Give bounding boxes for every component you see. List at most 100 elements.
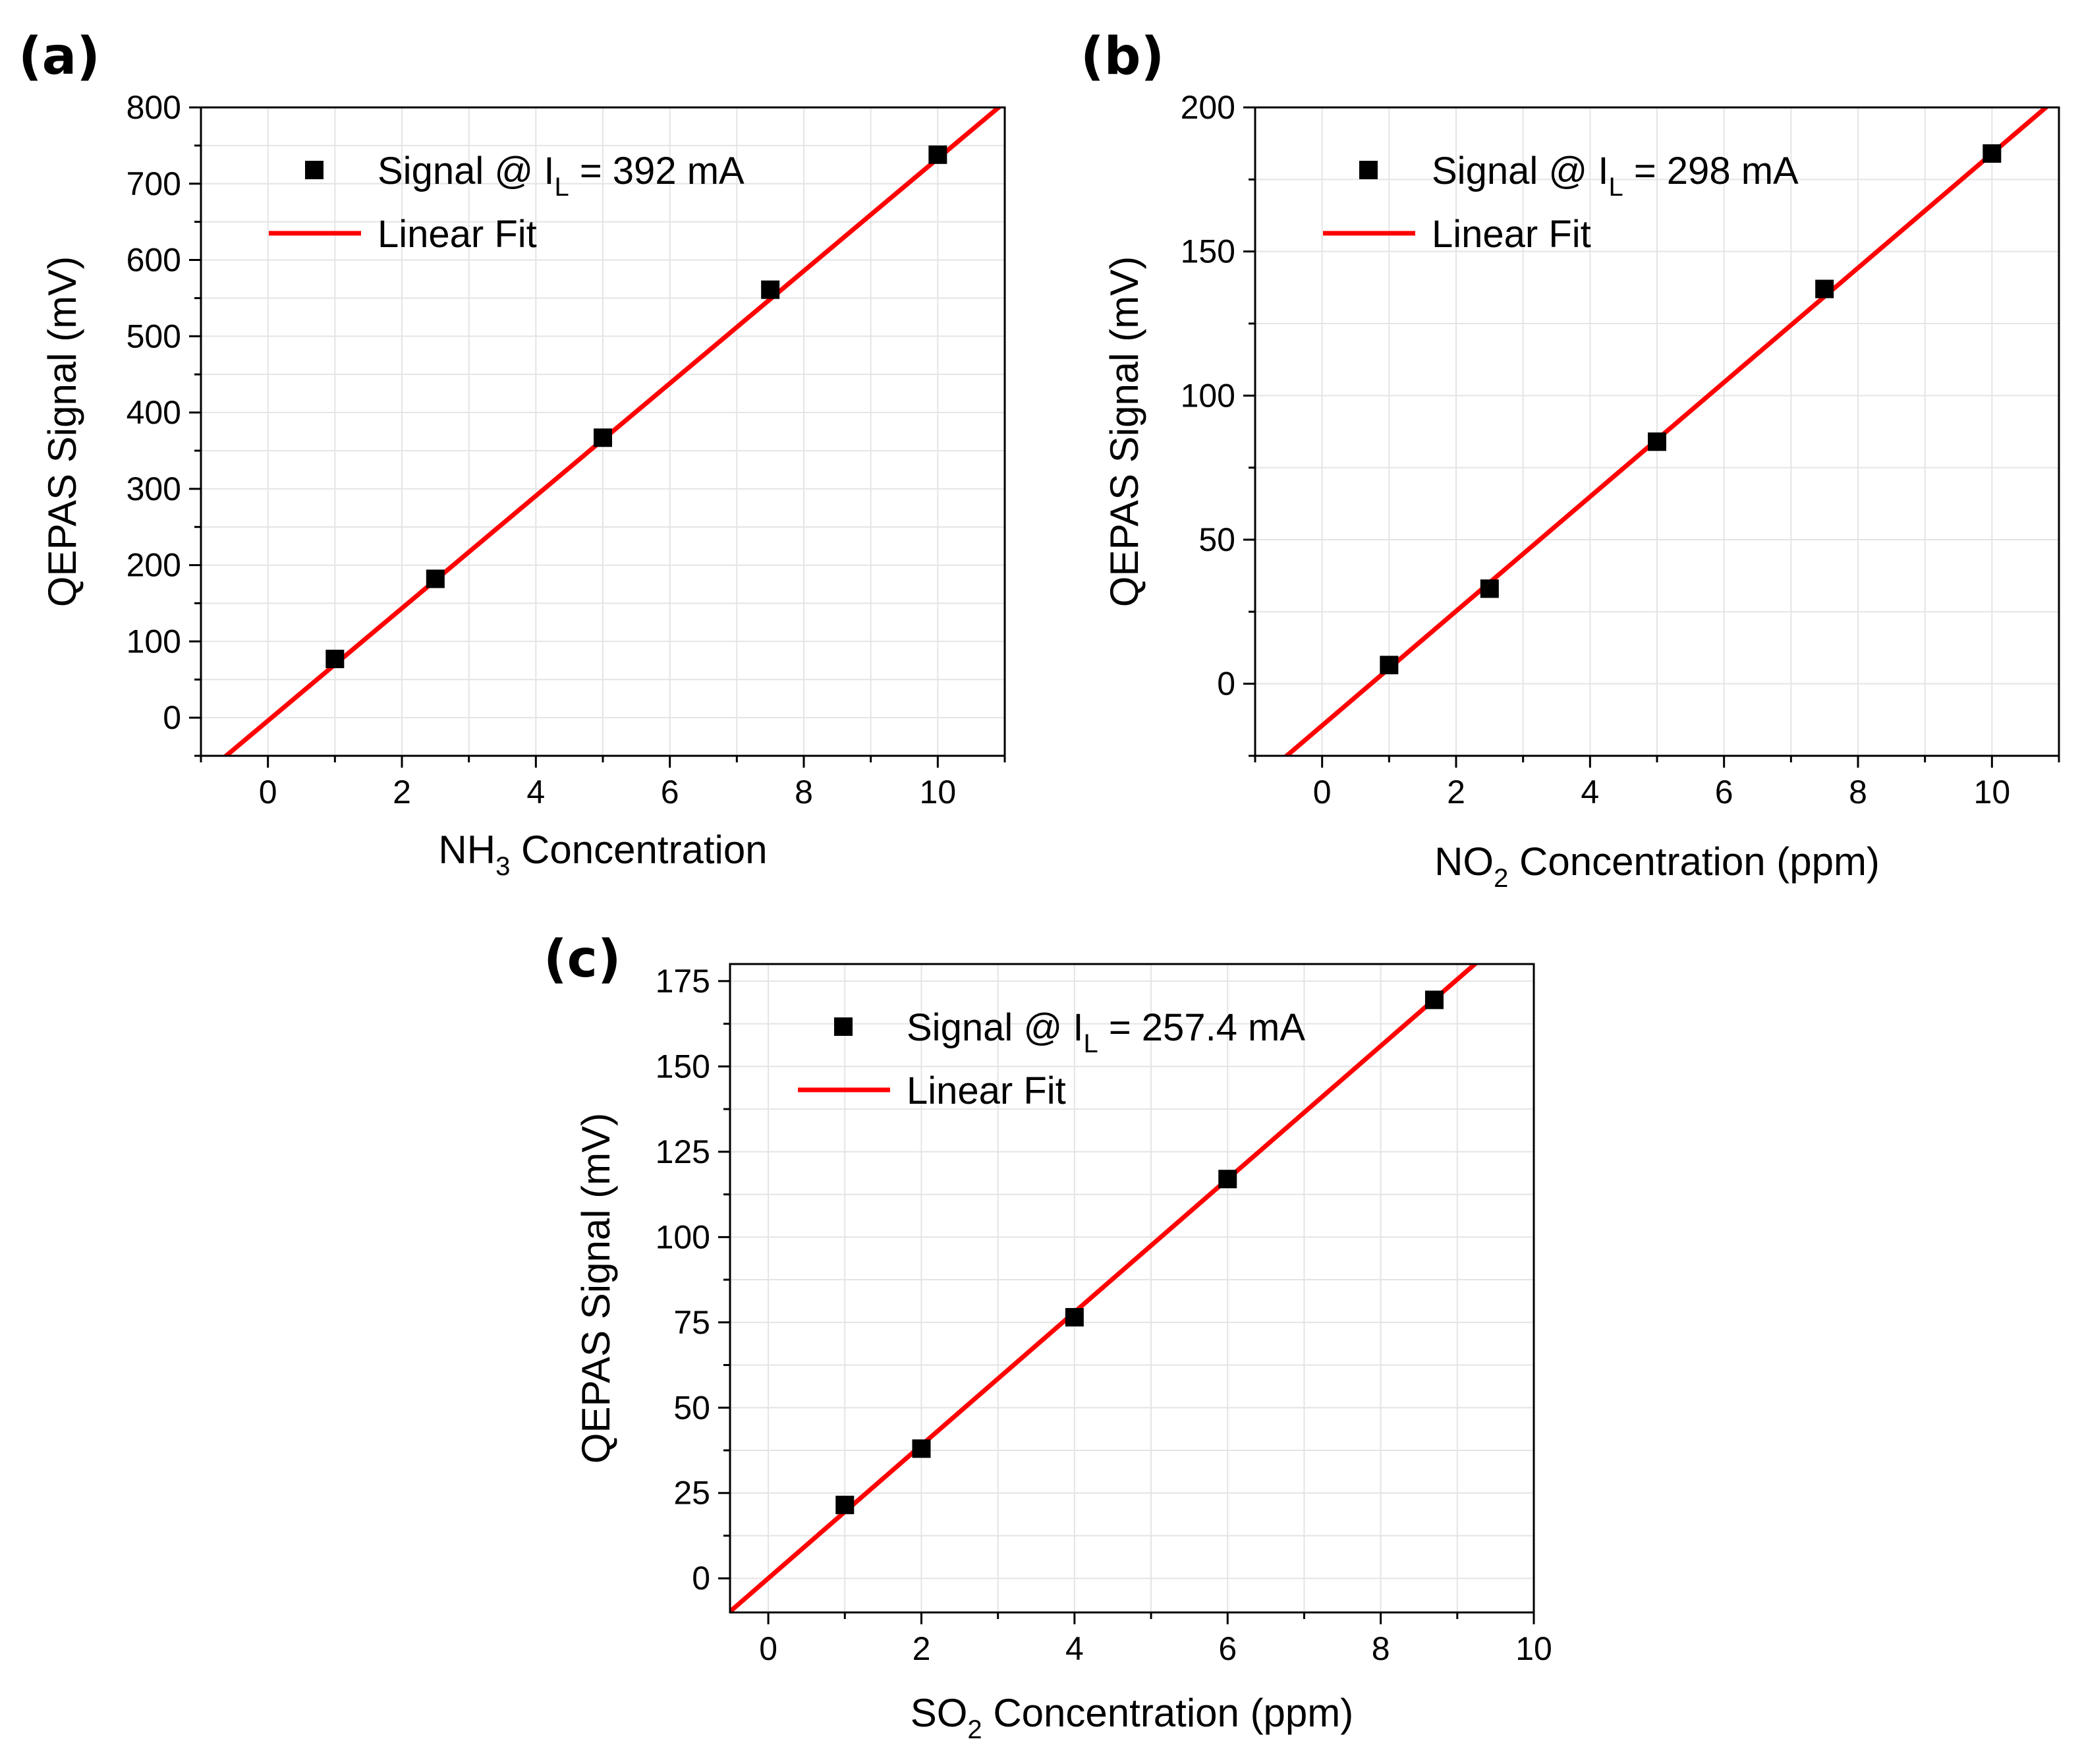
axis-ticks — [189, 106, 1006, 768]
linear-fit-line — [730, 964, 1478, 1612]
y-axis-title: QEPAS Signal (mV) — [1102, 256, 1146, 607]
panel-label: (c) — [544, 930, 621, 989]
data-point — [835, 1495, 855, 1514]
x-tick-label: 10 — [1515, 1630, 1552, 1667]
y-tick-label: 125 — [656, 1133, 710, 1170]
data-point — [1065, 1308, 1084, 1327]
data-point — [1815, 279, 1834, 299]
data-point — [1380, 656, 1399, 675]
plot-frame — [729, 963, 1535, 1614]
y-tick-label: 100 — [1181, 377, 1235, 414]
y-tick-label: 100 — [127, 623, 181, 660]
x-tick-label: 8 — [795, 774, 813, 811]
legend-label: Signal @ IL = 257.4 mA — [907, 1006, 1305, 1058]
plot-frame — [200, 106, 1006, 757]
legend-label-sub: L — [554, 173, 569, 202]
x-axis-title-rest: Concentration — [510, 828, 767, 872]
legend-label-rest: = 298 mA — [1623, 150, 1799, 192]
data-point — [594, 428, 612, 447]
legend-marker-square — [1359, 161, 1378, 179]
x-axis-title-sub: 3 — [495, 852, 510, 881]
x-axis-title-main: SO — [911, 1691, 968, 1735]
x-tick-label: 6 — [1218, 1630, 1237, 1667]
legend-label-main: Linear Fit — [378, 213, 537, 256]
panel-label: (a) — [18, 27, 100, 86]
data-points — [1380, 144, 2002, 675]
x-axis-title-sub: 2 — [967, 1715, 982, 1744]
legend-label-main: Linear Fit — [907, 1069, 1066, 1112]
legend-label: Signal @ IL = 298 mA — [1432, 150, 1799, 202]
y-tick-label: 75 — [673, 1304, 710, 1341]
legend-label-main: Signal @ I — [378, 150, 554, 192]
y-tick-label: 200 — [1181, 89, 1235, 126]
legend-label: Linear Fit — [1432, 213, 1591, 256]
x-tick-label: 8 — [1372, 1630, 1390, 1667]
grid — [730, 964, 1534, 1612]
legend-label-sub: L — [1083, 1029, 1098, 1058]
y-tick-label: 0 — [163, 699, 181, 736]
data-point — [426, 569, 445, 588]
y-tick-label: 200 — [127, 547, 181, 584]
y-axis-title: QEPAS Signal (mV) — [574, 1113, 618, 1464]
legend: Signal @ IL = 257.4 mA Linear Fit — [798, 1006, 1305, 1112]
x-tick-label: 0 — [759, 1630, 777, 1667]
x-tick-label: 10 — [1974, 774, 2011, 811]
legend-label-rest: = 257.4 mA — [1098, 1006, 1306, 1049]
x-tick-label: 2 — [913, 1630, 931, 1667]
data-points — [325, 145, 947, 668]
x-tick-label: 6 — [661, 774, 679, 811]
legend-label: Linear Fit — [378, 213, 537, 256]
x-axis-title-rest: Concentration (ppm) — [1508, 839, 1880, 884]
panel-label: (b) — [1081, 27, 1164, 86]
data-point — [1218, 1170, 1237, 1189]
y-tick-label: 25 — [673, 1475, 710, 1512]
y-tick-label: 500 — [127, 318, 181, 355]
x-axis-title: NH3 Concentration — [438, 828, 767, 881]
x-axis-title: SO2 Concentration (ppm) — [911, 1691, 1354, 1744]
x-tick-label: 2 — [1447, 774, 1465, 811]
y-tick-label: 150 — [1181, 233, 1235, 270]
data-point — [1983, 144, 2002, 163]
x-tick-label: 2 — [393, 774, 411, 811]
y-tick-label: 400 — [127, 394, 181, 431]
y-tick-label: 0 — [692, 1560, 710, 1597]
legend-label-main: Signal @ I — [1432, 150, 1608, 192]
x-axis-title-sub: 2 — [1494, 864, 1508, 893]
data-point — [761, 280, 780, 299]
x-axis-title-main: NH — [438, 828, 495, 872]
legend-label-sub: L — [1608, 173, 1623, 202]
x-tick-label: 10 — [920, 774, 957, 811]
x-tick-label: 6 — [1715, 774, 1733, 811]
x-tick-label: 0 — [259, 774, 277, 811]
x-tick-label: 4 — [1581, 774, 1599, 811]
legend-label: Signal @ IL = 392 mA — [378, 150, 745, 202]
y-tick-label: 0 — [1217, 666, 1235, 702]
axis-ticks — [1243, 106, 2060, 768]
data-point — [912, 1439, 931, 1458]
legend-label-main: Linear Fit — [1432, 213, 1591, 256]
data-point — [1480, 579, 1499, 598]
y-tick-label: 175 — [656, 963, 710, 1000]
y-tick-label: 150 — [656, 1048, 710, 1085]
axis-ticks — [718, 980, 1535, 1624]
x-tick-label: 8 — [1849, 774, 1867, 811]
y-tick-label: 300 — [127, 470, 181, 507]
x-axis-title: NO2 Concentration (ppm) — [1434, 839, 1880, 893]
legend-marker-square — [834, 1017, 853, 1036]
x-tick-label: 4 — [526, 774, 545, 811]
y-tick-label: 50 — [673, 1389, 710, 1426]
x-axis-title-rest: Concentration (ppm) — [982, 1691, 1354, 1735]
plot-frame — [1254, 106, 2060, 757]
data-point — [1424, 990, 1444, 1010]
grid — [1254, 107, 2060, 756]
x-axis-title-main: NO — [1434, 839, 1494, 884]
y-tick-label: 100 — [656, 1218, 710, 1255]
legend-label-main: Signal @ I — [907, 1006, 1083, 1049]
y-axis-title: QEPAS Signal (mV) — [40, 256, 84, 607]
x-tick-label: 4 — [1065, 1630, 1084, 1667]
y-tick-label: 50 — [1198, 521, 1235, 558]
